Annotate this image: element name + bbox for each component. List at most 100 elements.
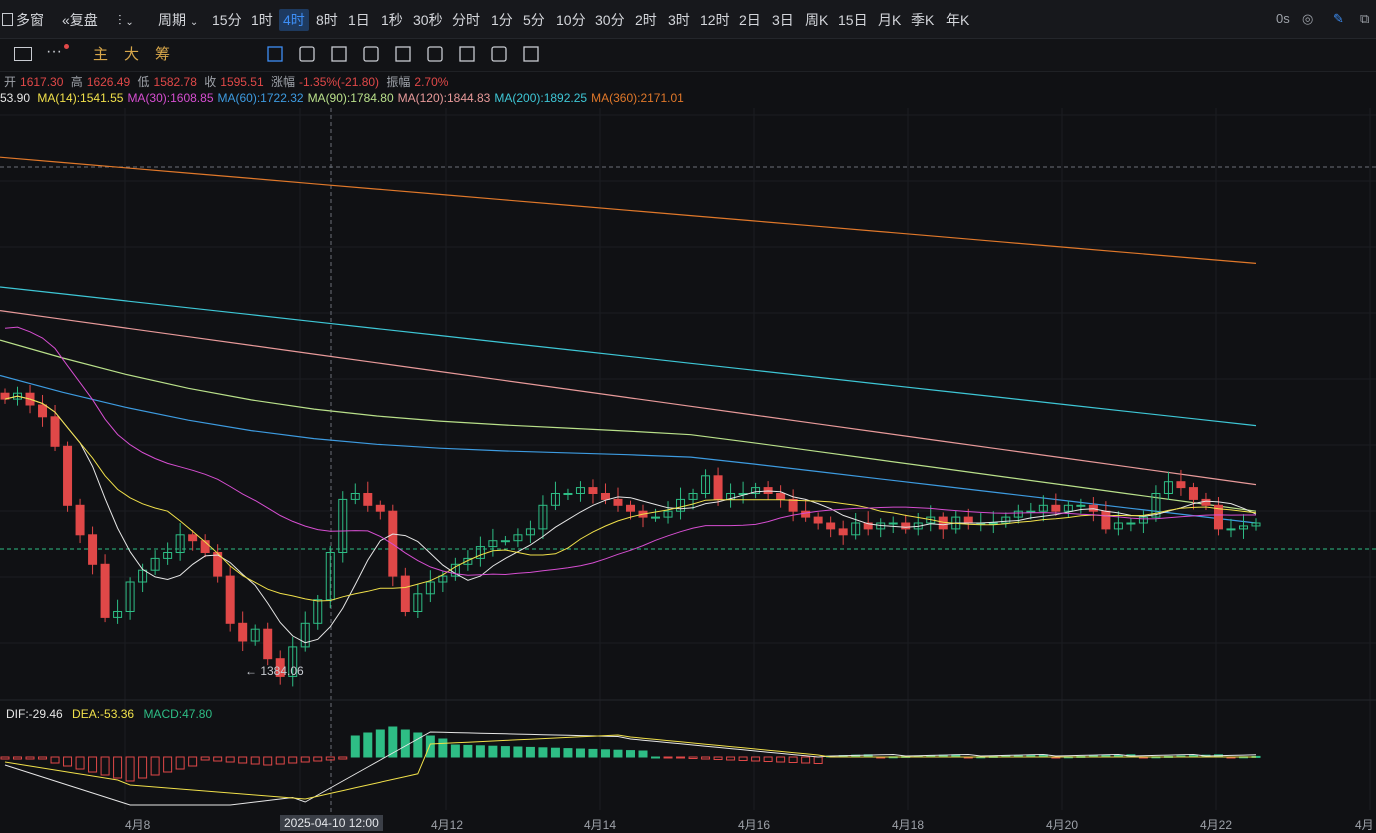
candle-body xyxy=(588,487,598,495)
candle-body xyxy=(500,540,510,543)
candle-body xyxy=(100,563,110,618)
candle-body xyxy=(1026,510,1036,513)
candle-body xyxy=(450,563,460,577)
macd-bar xyxy=(413,732,423,758)
ma7-line xyxy=(4,395,1257,644)
macd-bar xyxy=(225,756,235,763)
candle-body xyxy=(1063,504,1073,512)
macd-bar xyxy=(663,756,673,759)
interval-6-button[interactable]: 30秒 xyxy=(413,12,443,28)
ma-item-6: MA(360):2171.01 xyxy=(591,91,684,105)
macd-bar xyxy=(726,756,736,761)
candle-body xyxy=(263,628,273,660)
interval-1-button[interactable]: 1时 xyxy=(251,12,273,28)
macd-bar xyxy=(388,726,398,758)
xaxis-label: 4月8 xyxy=(125,818,151,832)
amplitude-label: 振幅 xyxy=(386,75,411,89)
interval-21-button[interactable]: 年K xyxy=(946,12,970,28)
draw-icon[interactable]: ✎ xyxy=(1333,11,1344,26)
macd-bar xyxy=(613,749,623,758)
macd-bar xyxy=(463,744,473,758)
template-icon[interactable] xyxy=(427,46,443,62)
interval-20-button[interactable]: 季K xyxy=(911,12,935,28)
macd-bar xyxy=(600,749,610,758)
macd-bar xyxy=(63,756,73,767)
more-icon[interactable]: ··· xyxy=(46,43,62,60)
candle-body xyxy=(901,522,911,530)
drawing-toolbar: ··· 主 大 筹 xyxy=(0,39,1376,72)
ruler-icon[interactable] xyxy=(299,46,315,62)
replay-button[interactable]: «复盘 xyxy=(62,12,98,28)
big-order-button[interactable]: 大 xyxy=(124,46,140,63)
candle-body xyxy=(225,575,235,624)
interval-17-button[interactable]: 周K xyxy=(805,12,829,28)
interval-4-button[interactable]: 1日 xyxy=(348,12,370,28)
macd-bar xyxy=(638,750,648,758)
ma-item-1: MA(30):1608.85 xyxy=(127,91,214,105)
amplitude-value: 2.70% xyxy=(414,75,449,89)
layout-icon[interactable] xyxy=(14,47,32,61)
ma-item-5: MA(200):1892.25 xyxy=(494,91,588,105)
rewind-icon: « xyxy=(62,12,70,28)
multi-window-button[interactable]: 多窗 xyxy=(2,11,44,29)
filter-icon[interactable] xyxy=(491,46,507,62)
candle-body xyxy=(400,575,410,612)
lock-icon[interactable] xyxy=(395,46,411,62)
ma14-line xyxy=(4,395,1257,602)
low-label: 低 xyxy=(137,75,150,89)
camera-icon[interactable]: ◎ xyxy=(1302,11,1314,26)
interval-14-button[interactable]: 12时 xyxy=(700,12,730,28)
interval-11-button[interactable]: 30分 xyxy=(595,12,625,28)
macd-bar xyxy=(200,756,210,761)
interval-3-button[interactable]: 8时 xyxy=(316,12,338,28)
macd-bar xyxy=(801,756,811,764)
macd-bar xyxy=(588,748,598,758)
candles-icon[interactable] xyxy=(363,46,379,62)
macd-bar xyxy=(50,756,60,764)
interval-18-button[interactable]: 15日 xyxy=(838,12,868,28)
interval-10-button[interactable]: 10分 xyxy=(556,12,586,28)
interval-12-button[interactable]: 2时 xyxy=(635,12,657,28)
macd-bar xyxy=(75,756,85,770)
macd-bar xyxy=(788,756,798,763)
xaxis-label: 4月20 xyxy=(1046,818,1079,832)
macd-bar xyxy=(676,756,686,759)
ma-line xyxy=(0,286,1257,427)
candle-body xyxy=(1151,493,1161,518)
close-value: 1595.51 xyxy=(220,75,264,89)
candle-body xyxy=(626,504,635,512)
pen-icon[interactable] xyxy=(331,46,347,62)
magnet-icon[interactable] xyxy=(459,46,475,62)
interval-8-button[interactable]: 1分 xyxy=(491,12,513,28)
candle-body xyxy=(688,493,698,500)
high-value: 1626.49 xyxy=(86,75,131,89)
interval-13-button[interactable]: 3时 xyxy=(668,12,690,28)
chips-button[interactable]: 筹 xyxy=(155,46,171,63)
interval-15-button[interactable]: 2日 xyxy=(739,12,761,28)
trash-icon[interactable] xyxy=(523,46,539,62)
interval-16-button[interactable]: 3日 xyxy=(772,12,794,28)
candle-body xyxy=(63,445,73,506)
chevron-down-icon: ⌄ xyxy=(189,17,199,28)
interval-7-button[interactable]: 分时 xyxy=(452,12,480,28)
candle-body xyxy=(338,498,348,553)
interval-19-button[interactable]: 月K xyxy=(878,12,902,28)
macd-bar xyxy=(713,756,723,760)
crosshair-time-label: 2025-04-10 12:00 xyxy=(280,815,383,831)
candle-body xyxy=(1076,504,1086,507)
interval-2-button[interactable]: 4时 xyxy=(279,9,309,31)
candle-body xyxy=(250,628,260,642)
period-dropdown[interactable]: 周期 ⌄ xyxy=(158,12,199,28)
main-chart-button[interactable]: 主 xyxy=(93,46,109,63)
macd-bar xyxy=(450,744,460,758)
cursor-icon[interactable] xyxy=(267,46,283,62)
indicator-dropdown[interactable]: ⫶ ⌄ xyxy=(118,11,134,29)
interval-0-button[interactable]: 15分 xyxy=(212,12,242,28)
candle-body xyxy=(38,404,48,418)
candle-body xyxy=(1213,504,1223,530)
popout-icon[interactable]: ⧉ xyxy=(1360,11,1370,26)
interval-5-button[interactable]: 1秒 xyxy=(381,12,403,28)
interval-9-button[interactable]: 5分 xyxy=(523,12,545,28)
ma-item-4: MA(120):1844.83 xyxy=(397,91,491,105)
